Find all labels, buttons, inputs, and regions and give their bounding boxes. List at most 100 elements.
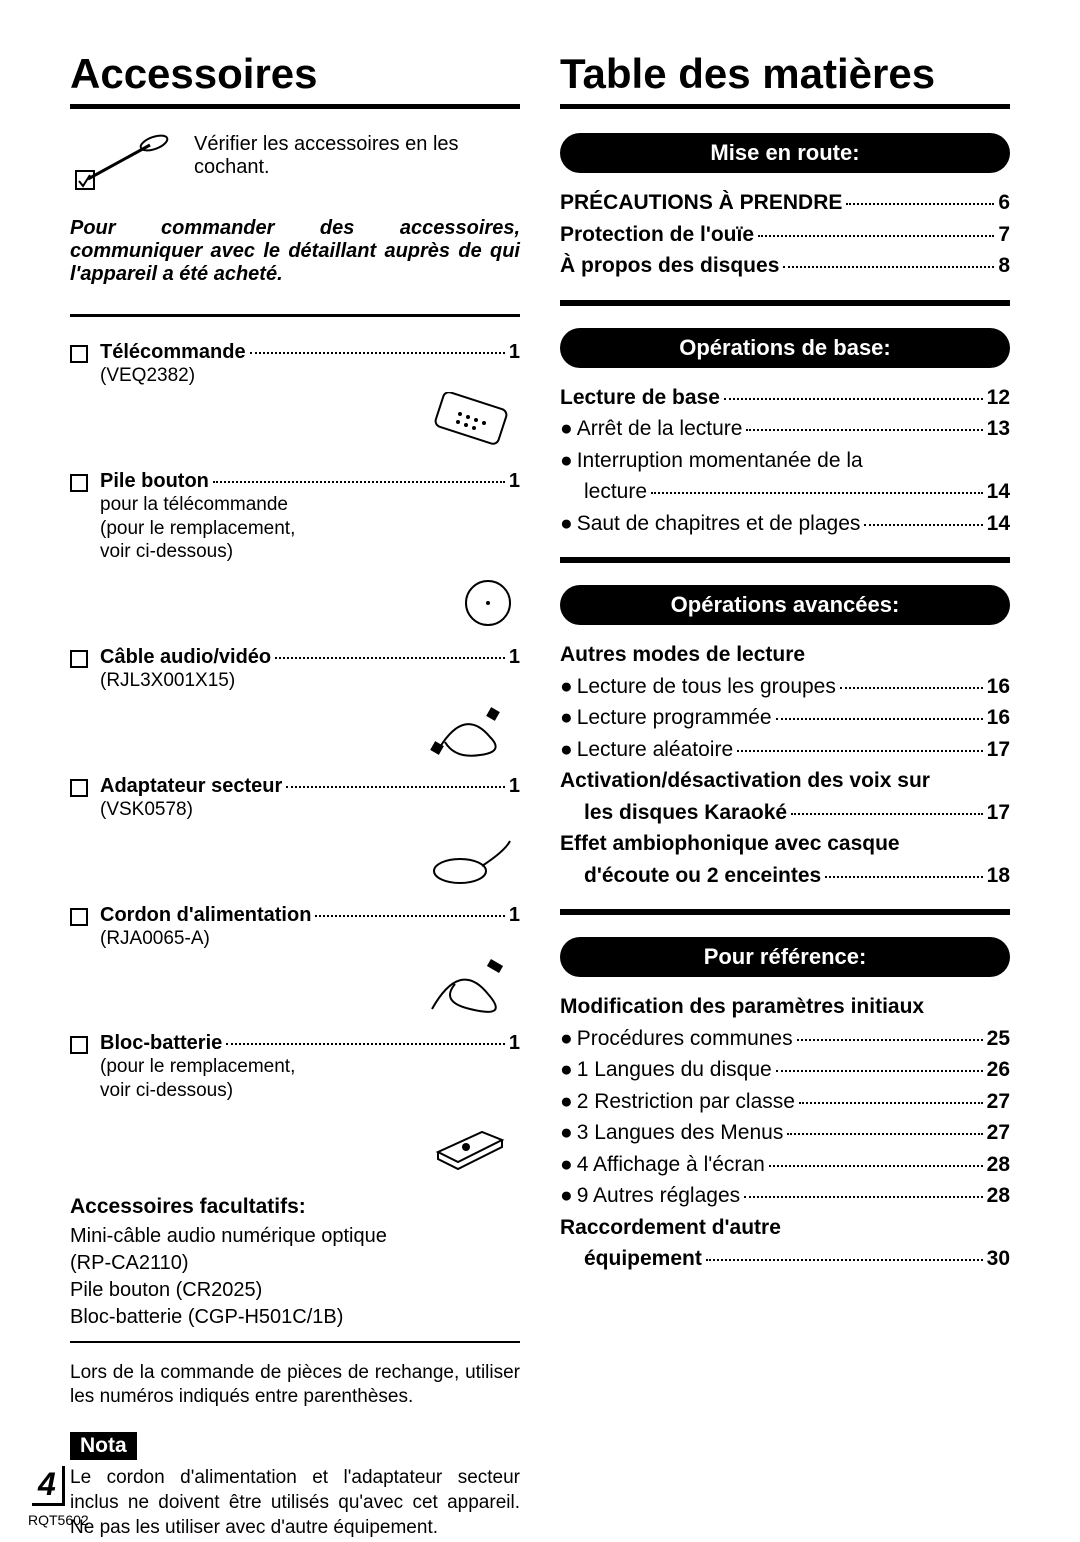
toc-line: 3 Langues des Menus 27 xyxy=(560,1117,1010,1149)
accessory-label: Pile bouton xyxy=(100,470,209,493)
adapter-icon xyxy=(410,826,520,896)
toc-page: 17 xyxy=(987,734,1010,766)
accessory-qty: 1 xyxy=(509,1032,520,1055)
toc-label: Arrêt de la lecture xyxy=(560,413,742,445)
toc-label: 1 Langues du disque xyxy=(560,1054,772,1086)
accessory-sub: (VSK0578) xyxy=(100,798,520,822)
toc-line: équipement 30 xyxy=(560,1243,1010,1275)
accessories-title: Accessoires xyxy=(70,50,520,109)
divider xyxy=(560,557,1010,563)
accessory-item: Adaptateur secteur 1 (VSK0578) xyxy=(70,775,520,896)
checkbox[interactable] xyxy=(70,474,88,492)
toc-page: 16 xyxy=(987,702,1010,734)
checkbox[interactable] xyxy=(70,908,88,926)
checkbox[interactable] xyxy=(70,779,88,797)
toc-title: Table des matières xyxy=(560,50,1010,109)
toc-label: Protection de l'ouïe xyxy=(560,219,754,251)
toc-page: 18 xyxy=(987,860,1010,892)
divider xyxy=(70,1341,520,1343)
toc-label: lecture xyxy=(560,476,647,508)
avcable-icon xyxy=(410,697,520,767)
toc-label: 9 Autres réglages xyxy=(560,1180,740,1212)
toc-sections: Mise en route: PRÉCAUTIONS À PRENDRE 6 P… xyxy=(560,133,1010,1275)
toc-label: Procédures communes xyxy=(560,1023,793,1055)
toc-line: 2 Restriction par classe 27 xyxy=(560,1086,1010,1118)
pencil-check-icon xyxy=(70,133,180,193)
accessory-label: Télécommande xyxy=(100,341,246,364)
toc-line: Raccordement d'autre xyxy=(560,1212,1010,1244)
toc-page: 6 xyxy=(998,187,1010,219)
toc-page: 30 xyxy=(987,1243,1010,1275)
toc-label: Effet ambiophonique avec casque xyxy=(560,828,900,860)
order-note: Pour commander des accessoires, communiq… xyxy=(70,217,520,286)
toc-page: 7 xyxy=(998,219,1010,251)
accessory-label: Adaptateur secteur xyxy=(100,775,282,798)
page-number: 4 xyxy=(32,1466,65,1506)
toc-page: 26 xyxy=(987,1054,1010,1086)
nota-text: Le cordon d'alimentation et l'adaptateur… xyxy=(70,1466,520,1540)
toc-line: Saut de chapitres et de plages 14 xyxy=(560,508,1010,540)
toc-label: 2 Restriction par classe xyxy=(560,1086,795,1118)
toc-line: PRÉCAUTIONS À PRENDRE 6 xyxy=(560,187,1010,219)
toc-line: Protection de l'ouïe 7 xyxy=(560,219,1010,251)
toc-page: 16 xyxy=(987,671,1010,703)
checkbox[interactable] xyxy=(70,345,88,363)
toc-page: 8 xyxy=(998,250,1010,282)
toc-page: 25 xyxy=(987,1023,1010,1055)
toc-section-header: Pour référence: xyxy=(560,937,1010,977)
toc-line: 1 Langues du disque 26 xyxy=(560,1054,1010,1086)
toc-label: Activation/désactivation des voix sur xyxy=(560,765,930,797)
nota-badge: Nota xyxy=(70,1432,137,1460)
toc-label: Modification des paramètres initiaux xyxy=(560,991,924,1023)
toc-label: les disques Karaoké xyxy=(560,797,787,829)
toc-label: Lecture aléatoire xyxy=(560,734,733,766)
accessory-sub: (pour le remplacement,voir ci-dessous) xyxy=(100,1055,520,1103)
toc-label: Raccordement d'autre xyxy=(560,1212,781,1244)
toc-line: les disques Karaoké 17 xyxy=(560,797,1010,829)
toc-line: Interruption momentanée de la xyxy=(560,445,1010,477)
accessory-sub: (VEQ2382) xyxy=(100,364,520,388)
accessory-sub: (RJA0065-A) xyxy=(100,927,520,951)
toc-line: d'écoute ou 2 enceintes 18 xyxy=(560,860,1010,892)
toc-label: À propos des disques xyxy=(560,250,779,282)
toc-line: À propos des disques 8 xyxy=(560,250,1010,282)
optional-title: Accessoires facultatifs: xyxy=(70,1195,520,1219)
accessory-item: Bloc-batterie 1 (pour le remplacement,vo… xyxy=(70,1032,520,1177)
accessory-item: Pile bouton 1 pour la télécommande(pour … xyxy=(70,470,520,638)
checkbox[interactable] xyxy=(70,650,88,668)
doc-code: RQT5602 xyxy=(28,1512,89,1528)
toc-label: Interruption momentanée de la xyxy=(560,445,863,477)
accessory-label: Cordon d'alimentation xyxy=(100,904,311,927)
divider xyxy=(70,314,520,317)
accessory-item: Cordon d'alimentation 1 (RJA0065-A) xyxy=(70,904,520,1025)
toc-line: Autres modes de lecture xyxy=(560,639,1010,671)
toc-label: Autres modes de lecture xyxy=(560,639,805,671)
toc-label: Lecture de tous les groupes xyxy=(560,671,836,703)
toc-section-header: Opérations de base: xyxy=(560,328,1010,368)
toc-page: 13 xyxy=(987,413,1010,445)
accessory-qty: 1 xyxy=(509,470,520,493)
accessory-sub: pour la télécommande(pour le remplacemen… xyxy=(100,493,520,564)
spare-note: Lors de la commande de pièces de rechang… xyxy=(70,1361,520,1410)
toc-line: Lecture de tous les groupes 16 xyxy=(560,671,1010,703)
toc-line: Modification des paramètres initiaux xyxy=(560,991,1010,1023)
toc-page: 12 xyxy=(987,382,1010,414)
battery-icon xyxy=(410,1107,520,1177)
toc-page: 27 xyxy=(987,1086,1010,1118)
toc-line: Lecture aléatoire 17 xyxy=(560,734,1010,766)
toc-page: 27 xyxy=(987,1117,1010,1149)
toc-label: équipement xyxy=(560,1243,702,1275)
checkbox[interactable] xyxy=(70,1036,88,1054)
toc-line: Procédures communes 25 xyxy=(560,1023,1010,1055)
accessory-label: Câble audio/vidéo xyxy=(100,646,271,669)
toc-line: 9 Autres réglages 28 xyxy=(560,1180,1010,1212)
toc-line: Lecture de base 12 xyxy=(560,382,1010,414)
toc-label: Lecture programmée xyxy=(560,702,772,734)
accessory-qty: 1 xyxy=(509,341,520,364)
accessories-column: Accessoires Vérifier les accessoires en … xyxy=(70,50,520,1540)
accessory-item: Câble audio/vidéo 1 (RJL3X001X15) xyxy=(70,646,520,767)
check-intro: Vérifier les accessoires en les cochant. xyxy=(70,133,520,193)
toc-line: 4 Affichage à l'écran 28 xyxy=(560,1149,1010,1181)
toc-label: 3 Langues des Menus xyxy=(560,1117,783,1149)
divider xyxy=(560,300,1010,306)
